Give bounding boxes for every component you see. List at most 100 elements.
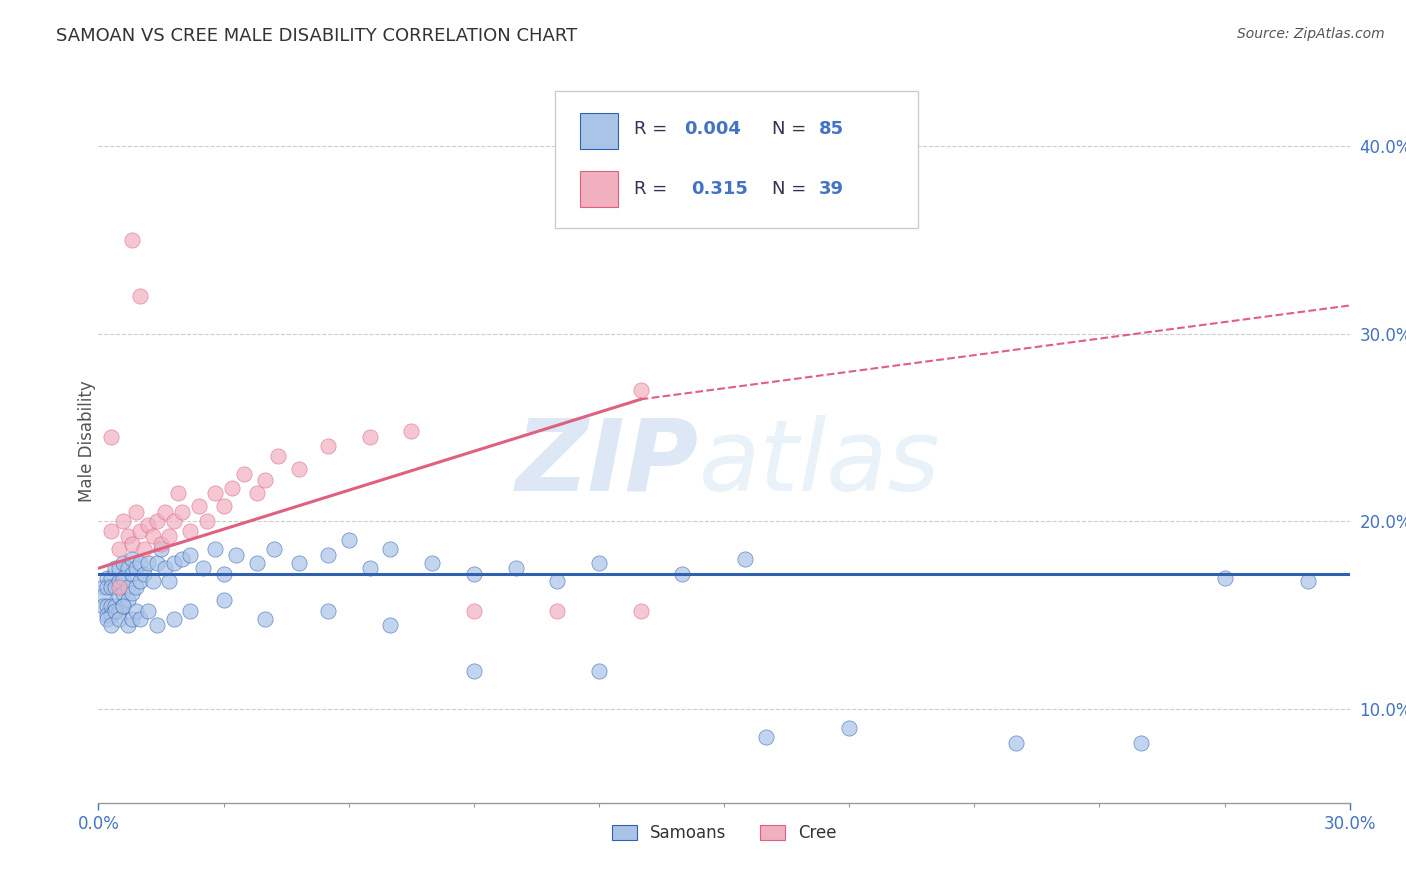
Point — [1005, 736, 1028, 750]
Point — [1213, 571, 1236, 585]
Point — [121, 612, 143, 626]
Point — [104, 561, 127, 575]
Text: 85: 85 — [820, 120, 845, 138]
Point — [100, 608, 122, 623]
Point — [1296, 574, 1319, 589]
Point — [359, 561, 381, 575]
Point — [157, 529, 180, 543]
Point — [121, 585, 143, 599]
Point — [142, 574, 165, 589]
Point — [100, 599, 122, 613]
Point — [170, 505, 193, 519]
Text: R =: R = — [634, 120, 673, 138]
Point — [125, 561, 148, 575]
Point — [121, 537, 143, 551]
Point — [734, 551, 756, 566]
Point — [150, 542, 173, 557]
Point — [588, 556, 610, 570]
Point — [112, 514, 135, 528]
Text: N =: N = — [772, 120, 811, 138]
Point — [100, 580, 122, 594]
Point — [162, 556, 184, 570]
Point — [104, 604, 127, 618]
Point — [316, 548, 339, 562]
Point — [108, 574, 131, 589]
Point — [146, 556, 169, 570]
Point — [108, 612, 131, 626]
Point — [108, 604, 131, 618]
Point — [117, 561, 139, 575]
FancyBboxPatch shape — [555, 91, 918, 228]
Point — [162, 514, 184, 528]
Point — [630, 383, 652, 397]
Point — [121, 566, 143, 581]
Point — [112, 585, 135, 599]
Text: R =: R = — [634, 179, 679, 198]
Point — [96, 608, 118, 623]
Point — [108, 580, 131, 594]
Point — [138, 518, 160, 533]
Point — [138, 556, 160, 570]
Point — [129, 556, 152, 570]
Point — [212, 566, 235, 581]
Text: 39: 39 — [820, 179, 844, 198]
Text: 0.004: 0.004 — [685, 120, 741, 138]
Point — [233, 467, 256, 482]
Point — [157, 574, 180, 589]
Point — [129, 524, 152, 538]
Point — [108, 542, 131, 557]
FancyBboxPatch shape — [581, 170, 617, 207]
Point — [246, 556, 269, 570]
Point — [121, 551, 143, 566]
Point — [117, 593, 139, 607]
Point — [630, 604, 652, 618]
Point — [420, 556, 443, 570]
Point — [117, 580, 139, 594]
Point — [546, 604, 568, 618]
Point — [100, 524, 122, 538]
Point — [546, 574, 568, 589]
Point — [179, 524, 201, 538]
Point — [125, 580, 148, 594]
Point — [96, 571, 118, 585]
Point — [187, 500, 209, 514]
Point — [125, 505, 148, 519]
Point — [91, 590, 114, 604]
Point — [129, 612, 152, 626]
Point — [142, 529, 165, 543]
Point — [112, 599, 135, 613]
Point — [96, 612, 118, 626]
Point — [463, 665, 485, 679]
Point — [401, 424, 423, 438]
Point — [179, 548, 201, 562]
Point — [117, 617, 139, 632]
Point — [1130, 736, 1153, 750]
Point — [100, 617, 122, 632]
Point — [153, 561, 176, 575]
Text: ZIP: ZIP — [516, 415, 699, 512]
Point — [225, 548, 247, 562]
Point — [100, 430, 122, 444]
FancyBboxPatch shape — [581, 112, 617, 149]
Point — [166, 486, 188, 500]
Point — [91, 580, 114, 594]
Point — [179, 604, 201, 618]
Point — [755, 730, 778, 744]
Point — [463, 604, 485, 618]
Text: SAMOAN VS CREE MALE DISABILITY CORRELATION CHART: SAMOAN VS CREE MALE DISABILITY CORRELATI… — [56, 27, 578, 45]
Point — [146, 617, 169, 632]
Point — [138, 604, 160, 618]
Y-axis label: Male Disability: Male Disability — [79, 381, 96, 502]
Text: N =: N = — [772, 179, 811, 198]
Point — [117, 529, 139, 543]
Point — [134, 542, 156, 557]
Point — [195, 514, 218, 528]
Point — [125, 604, 148, 618]
Point — [212, 500, 235, 514]
Point — [463, 566, 485, 581]
Point — [121, 233, 143, 247]
Point — [359, 430, 381, 444]
Point — [287, 556, 309, 570]
Point — [254, 473, 277, 487]
Point — [287, 462, 309, 476]
